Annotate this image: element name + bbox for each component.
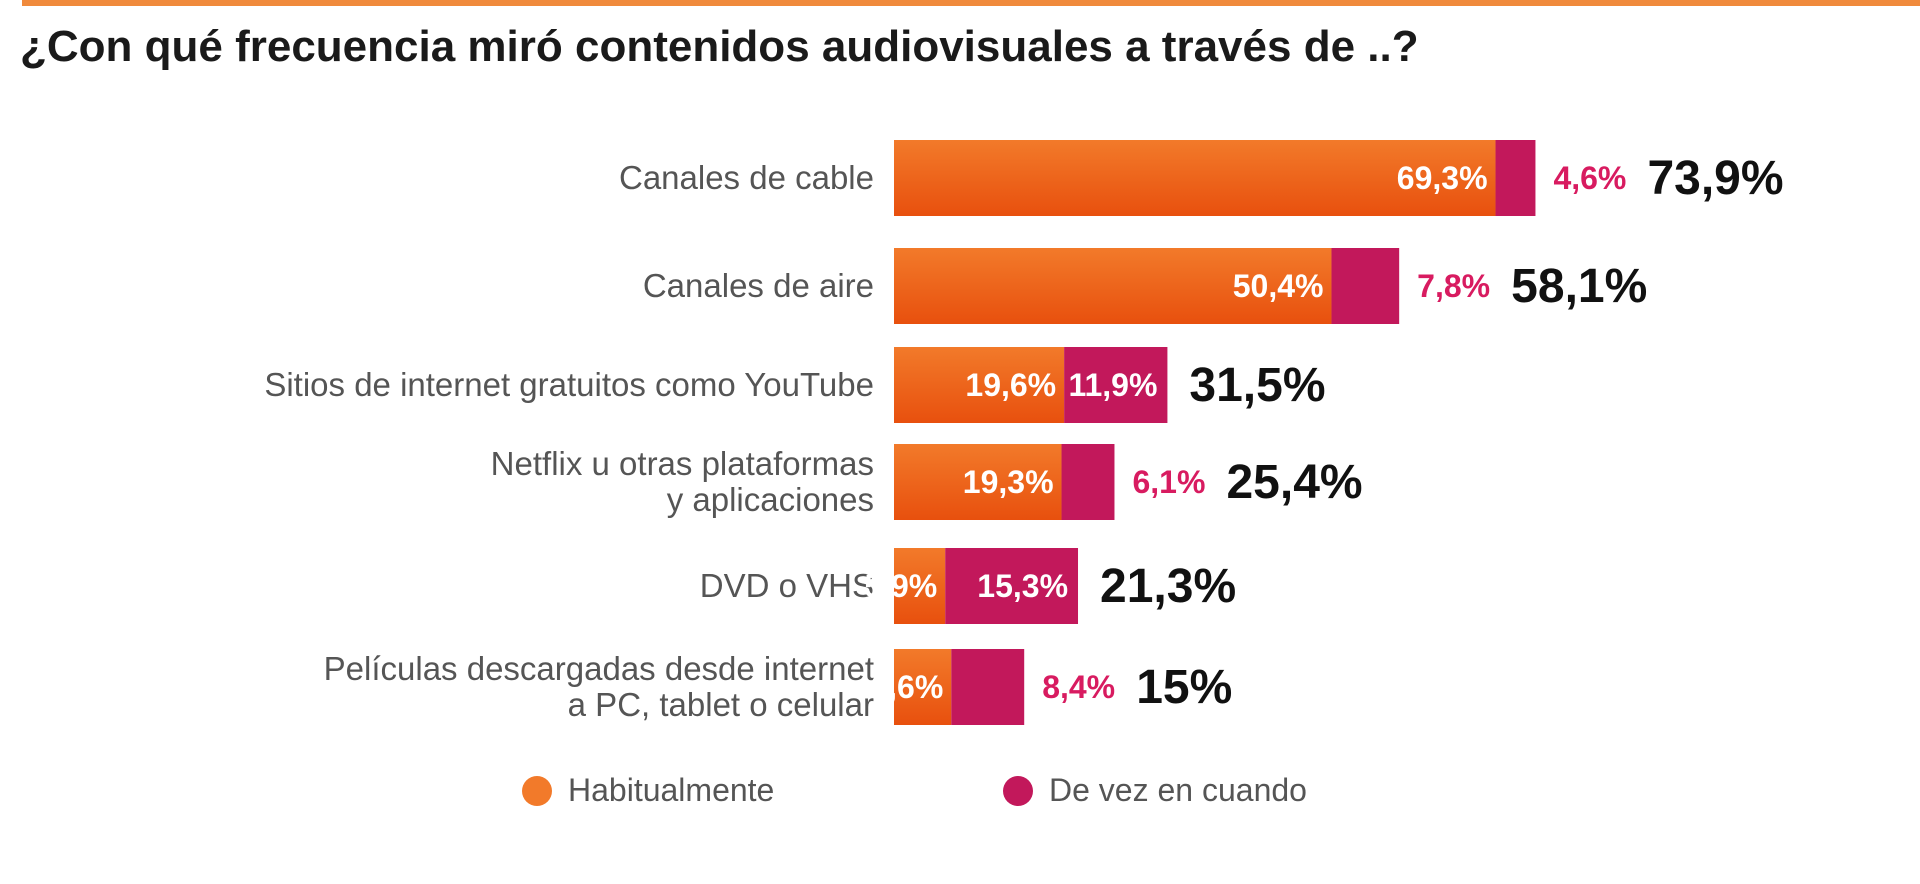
- chart-title: ¿Con qué frecuencia miró contenidos audi…: [20, 22, 1419, 71]
- top-accent-line: [22, 0, 1920, 6]
- total-label: 58,1%: [1511, 260, 1647, 313]
- legend-label-habitual: Habitualmente: [568, 772, 775, 808]
- total-label: 31,5%: [1189, 359, 1325, 412]
- total-label: 73,9%: [1647, 152, 1783, 205]
- category-label: Películas descargadas desde internet: [324, 650, 874, 687]
- legend-swatch-habitual: [522, 775, 552, 806]
- category-label: Canales de cable: [619, 159, 874, 196]
- category-label: Sitios de internet gratuitos como YouTub…: [264, 366, 874, 403]
- total-label: 25,4%: [1226, 456, 1362, 509]
- value-label-ocasional: 6,1%: [1132, 464, 1205, 500]
- value-label-ocasional: 8,4%: [1042, 669, 1115, 705]
- category-label: y aplicaciones: [667, 481, 874, 518]
- value-label-habitual: 5,9%: [864, 568, 937, 604]
- legend-item-ocasional: De vez en cuando: [1003, 772, 1307, 809]
- bar-habitual: [894, 248, 1332, 324]
- bar-habitual: [894, 140, 1496, 216]
- total-label: 21,3%: [1100, 560, 1236, 613]
- value-label-habitual: 19,3%: [963, 464, 1054, 500]
- bar-ocasional: [945, 548, 1079, 624]
- value-label-habitual: 6,6%: [870, 669, 943, 705]
- bar-ocasional: [1495, 140, 1536, 216]
- bar-ocasional: [1064, 347, 1168, 423]
- value-label-ocasional: 7,8%: [1417, 268, 1490, 304]
- bar-ocasional: [1061, 444, 1115, 520]
- value-label-habitual: 50,4%: [1233, 268, 1324, 304]
- value-label-ocasional: 11,9%: [1068, 367, 1157, 403]
- value-label-habitual: 69,3%: [1397, 160, 1488, 196]
- value-label-ocasional: 15,3%: [977, 568, 1068, 604]
- bar-habitual: [894, 347, 1065, 423]
- category-label: DVD o VHS: [700, 567, 874, 604]
- bar-ocasional: [1331, 248, 1400, 324]
- bar-habitual: [894, 548, 946, 624]
- legend-label-ocasional: De vez en cuando: [1049, 772, 1307, 808]
- category-label: Canales de aire: [643, 267, 874, 304]
- bar-ocasional: [951, 649, 1025, 725]
- total-label: 15%: [1136, 661, 1232, 714]
- bar-habitual: [894, 649, 952, 725]
- value-label-ocasional: 4,6%: [1553, 160, 1626, 196]
- category-label: a PC, tablet o celular: [568, 686, 874, 723]
- stacked-bar-chart: Canales de cable 69,3% 4,6% 73,9% Canales de…: [264, 140, 1784, 725]
- legend-swatch-ocasional: [1003, 775, 1033, 806]
- legend-item-habitual: Habitualmente: [522, 772, 774, 809]
- bar-habitual: [894, 444, 1062, 520]
- value-label-habitual: 19,6%: [965, 367, 1056, 403]
- category-label: Netflix u otras plataformas: [491, 445, 874, 482]
